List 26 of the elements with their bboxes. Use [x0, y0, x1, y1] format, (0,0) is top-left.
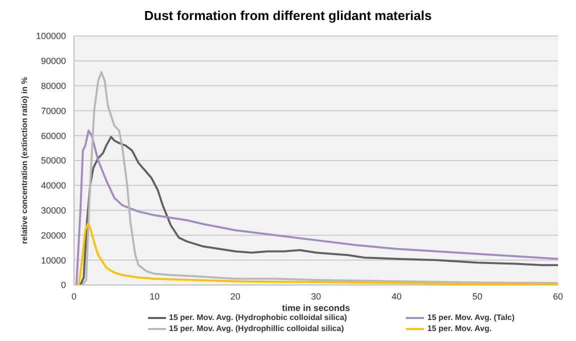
y-tick-label: 80000: [40, 80, 66, 91]
y-tick-label: 40000: [40, 180, 66, 191]
y-tick-label: 10000: [40, 255, 66, 266]
legend-label: 15 per. Mov. Avg.: [427, 324, 492, 333]
y-tick-label: 100000: [36, 31, 66, 42]
x-axis-title: time in seconds: [282, 303, 350, 313]
y-tick-label: 30000: [40, 205, 66, 216]
x-tick-label: 30: [310, 291, 322, 302]
y-tick-label: 70000: [40, 106, 66, 116]
x-tick-label: 40: [392, 291, 402, 302]
y-tick-label: 90000: [40, 56, 66, 66]
x-tick-label: 0: [71, 291, 77, 302]
x-tick-label: 60: [552, 291, 564, 302]
y-axis-title: relative concentration (extinction ratio) in %: [20, 77, 29, 244]
chart-title: Dust formation from different glidant materials: [143, 8, 433, 25]
y-tick-label: 0: [60, 280, 66, 290]
x-tick-label: 10: [150, 291, 160, 302]
y-tick-label: 50000: [40, 156, 66, 166]
legend-label: 15 per. Mov. Avg. (Hydrophobic colloidal silica): [169, 313, 347, 322]
legend-label: 15 per. Mov. Avg. (Hydrophillic colloidal silica): [169, 324, 344, 333]
legend-label: 15 per. Mov. Avg. (Talc): [427, 313, 515, 322]
x-tick-label: 20: [230, 291, 240, 302]
y-tick-label: 20000: [40, 230, 66, 240]
y-tick-label: 60000: [40, 130, 66, 141]
line-series: [78, 222, 558, 285]
x-tick-label: 50: [472, 291, 482, 302]
